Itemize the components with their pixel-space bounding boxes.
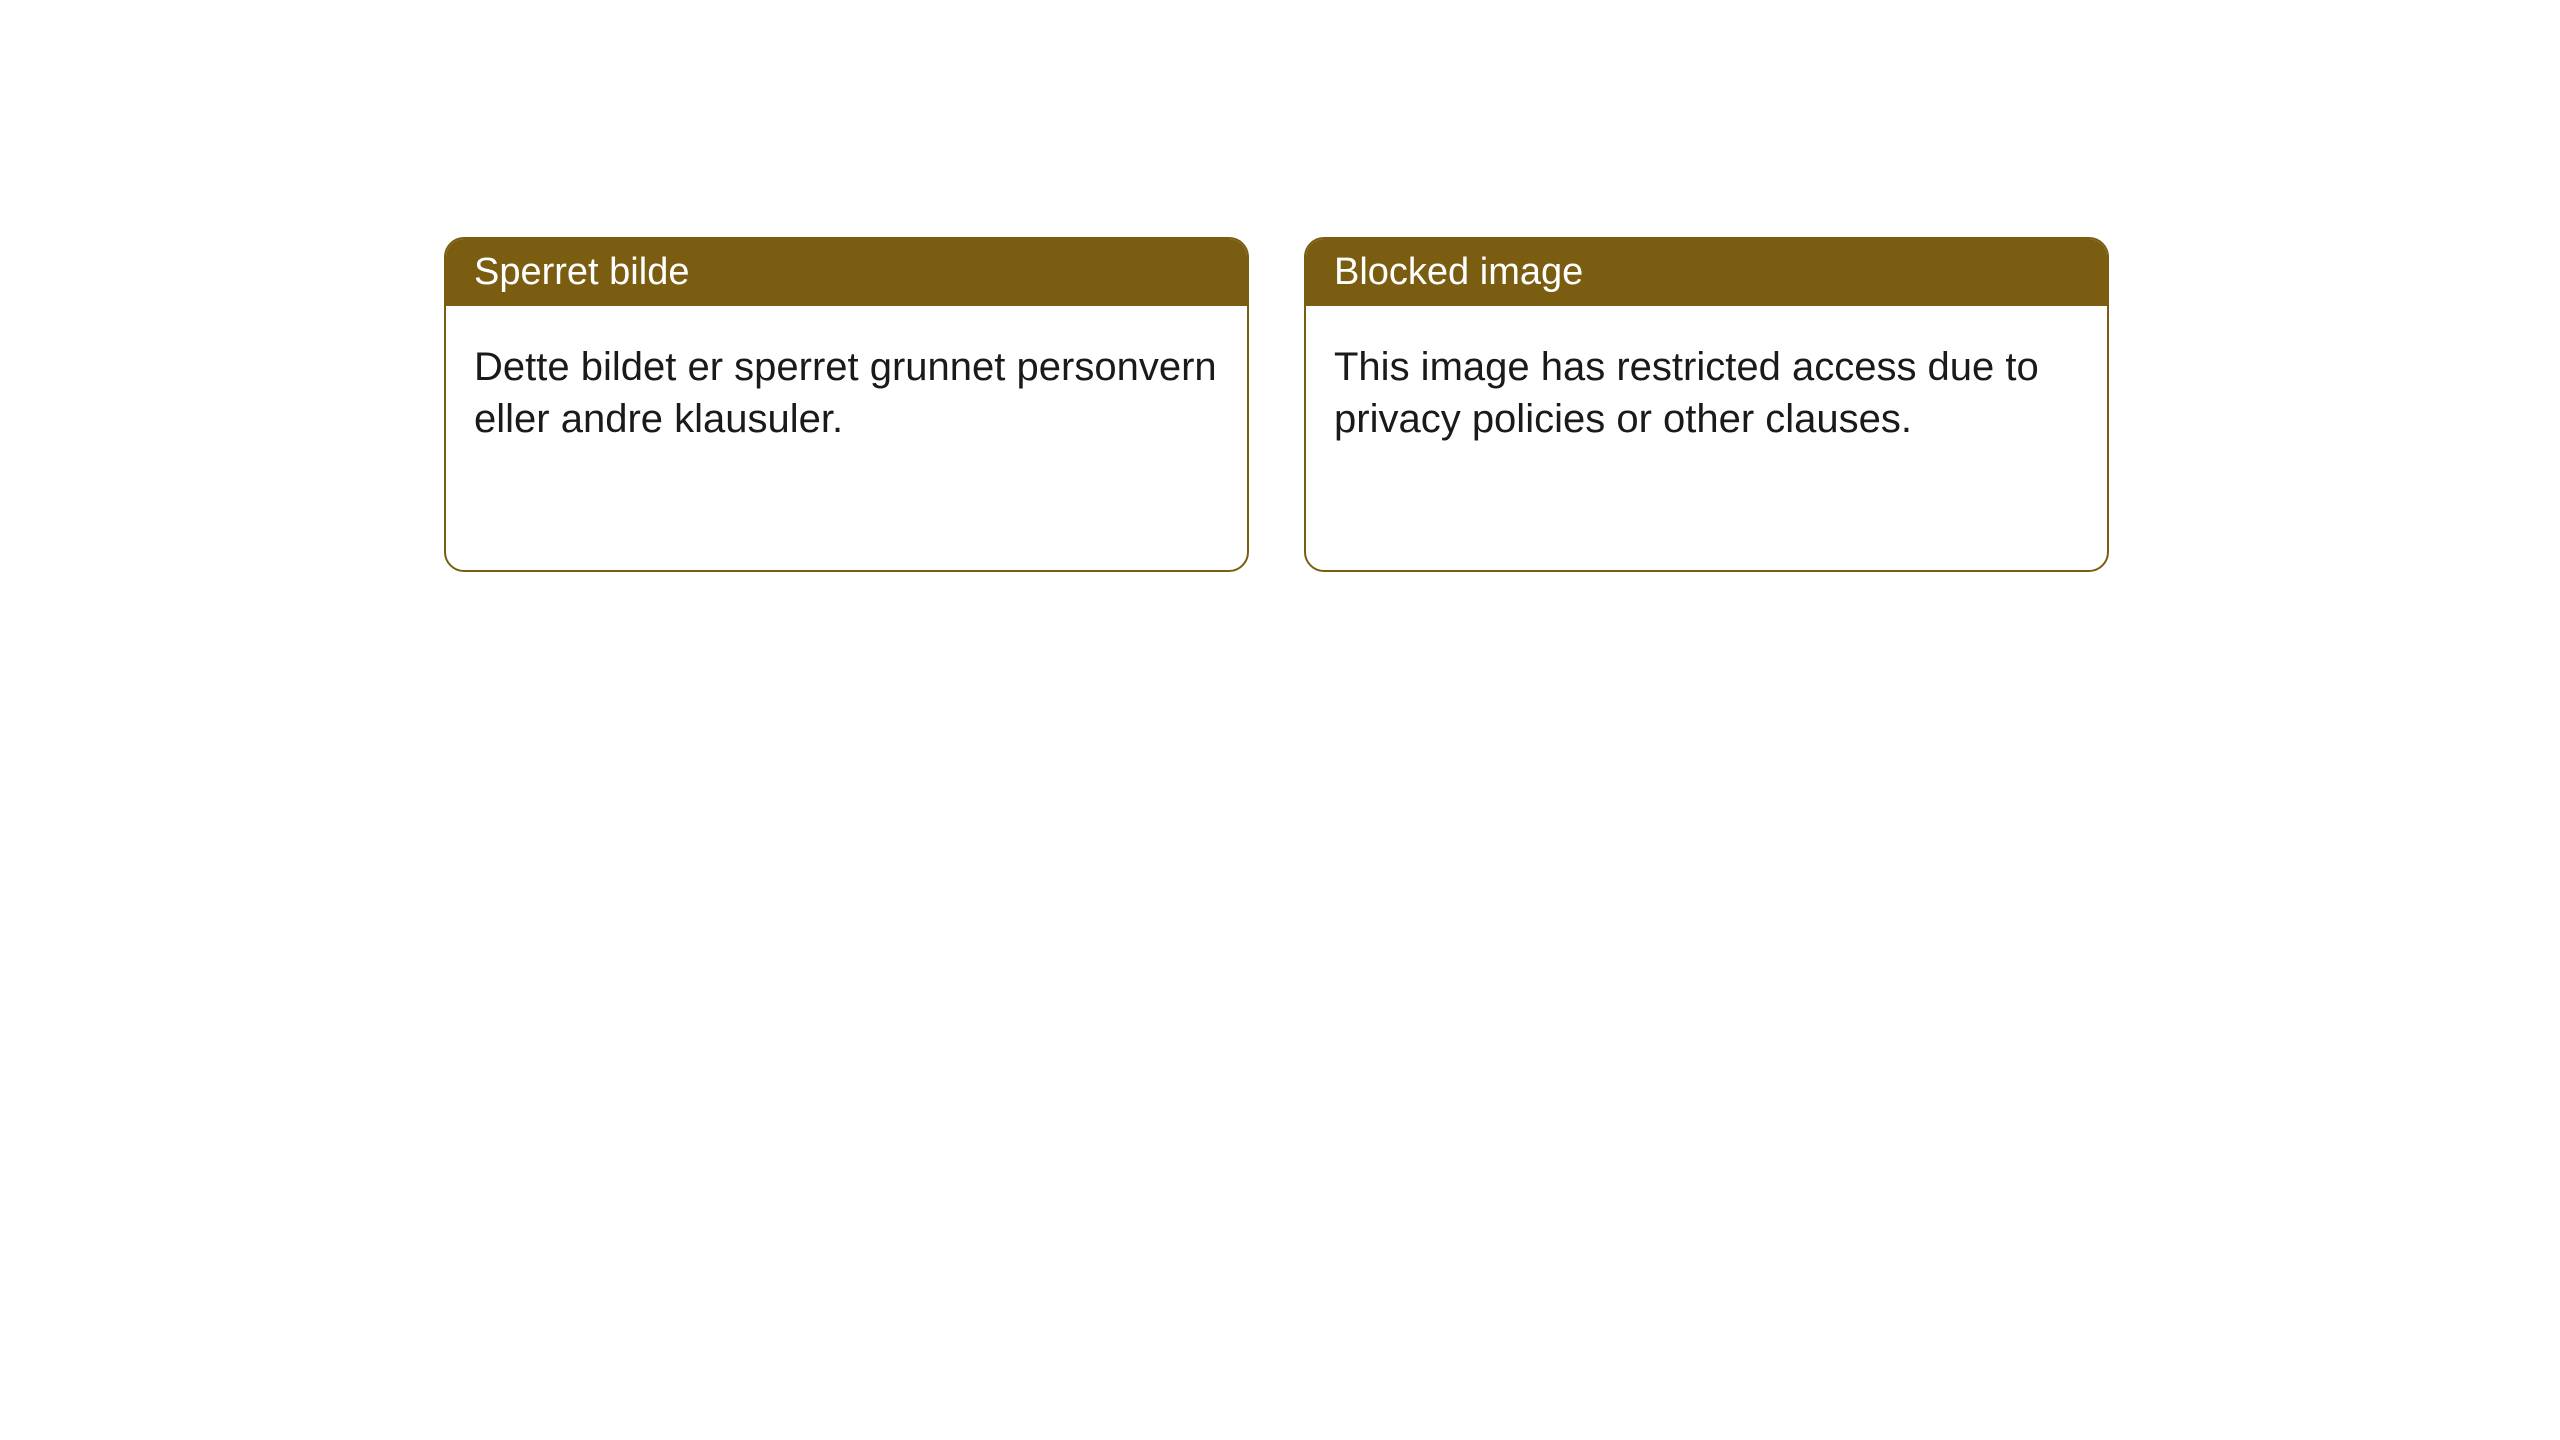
card-header: Blocked image <box>1306 239 2107 306</box>
card-body: This image has restricted access due to … <box>1306 306 2107 480</box>
notice-card-norwegian: Sperret bilde Dette bildet er sperret gr… <box>444 237 1249 572</box>
card-body: Dette bildet er sperret grunnet personve… <box>446 306 1247 480</box>
card-body-text: Dette bildet er sperret grunnet personve… <box>474 345 1217 441</box>
card-header-text: Sperret bilde <box>474 251 689 293</box>
notice-card-english: Blocked image This image has restricted … <box>1304 237 2109 572</box>
card-body-text: This image has restricted access due to … <box>1334 345 2039 441</box>
card-header-text: Blocked image <box>1334 251 1583 293</box>
card-header: Sperret bilde <box>446 239 1247 306</box>
notice-container: Sperret bilde Dette bildet er sperret gr… <box>0 0 2560 572</box>
